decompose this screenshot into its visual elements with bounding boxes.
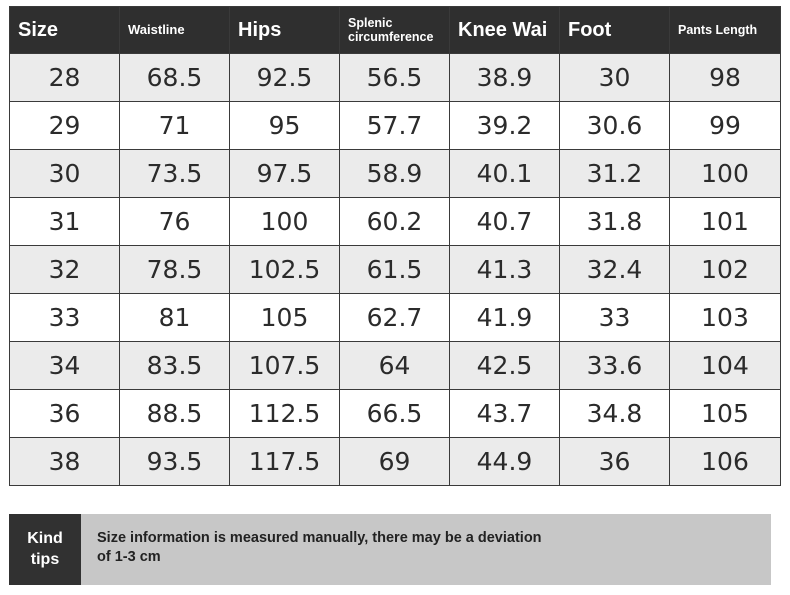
table-cell: 73.5 xyxy=(119,149,230,198)
table-cell: 105 xyxy=(669,389,781,438)
column-header-label: Hips xyxy=(238,18,282,41)
table-cell: 64 xyxy=(339,341,450,390)
size-chart-table: Size Waistline Hips Splenic circumference Kne… xyxy=(9,6,781,486)
column-header: Hips xyxy=(229,6,340,54)
table-cell: 102.5 xyxy=(229,245,340,294)
table-cell: 40.7 xyxy=(449,197,560,246)
table-cell: 39.2 xyxy=(449,101,560,150)
table-cell: 78.5 xyxy=(119,245,230,294)
table-row: 34 83.5 107.5 64 42.5 33.6 104 xyxy=(9,341,781,390)
table-cell: 38 xyxy=(9,437,120,486)
column-header-label: Foot xyxy=(568,18,612,41)
column-header: Foot xyxy=(559,6,670,54)
table-cell: 41.9 xyxy=(449,293,560,342)
table-cell: 62.7 xyxy=(339,293,450,342)
kind-tips-label: Kind tips xyxy=(9,514,81,585)
table-cell: 112.5 xyxy=(229,389,340,438)
table-cell: 28 xyxy=(9,53,120,102)
table-cell: 61.5 xyxy=(339,245,450,294)
table-cell: 31 xyxy=(9,197,120,246)
kind-tips-label-line: Kind xyxy=(27,529,63,547)
table-cell: 93.5 xyxy=(119,437,230,486)
column-header: Size xyxy=(9,6,120,54)
table-row: 28 68.5 92.5 56.5 38.9 30 98 xyxy=(9,53,781,102)
table-cell: 31.2 xyxy=(559,149,670,198)
table-cell: 92.5 xyxy=(229,53,340,102)
column-header-label: Pants Length xyxy=(678,22,758,37)
table-cell: 103 xyxy=(669,293,781,342)
table-cell: 56.5 xyxy=(339,53,450,102)
kind-tips-text-line: Size information is measured manually, t… xyxy=(97,530,542,546)
table-cell: 66.5 xyxy=(339,389,450,438)
table-row: 36 88.5 112.5 66.5 43.7 34.8 105 xyxy=(9,389,781,438)
table-row: 32 78.5 102.5 61.5 41.3 32.4 102 xyxy=(9,245,781,294)
table-cell: 32 xyxy=(9,245,120,294)
table-cell: 100 xyxy=(229,197,340,246)
column-header-label: Size xyxy=(18,18,59,41)
table-row: 30 73.5 97.5 58.9 40.1 31.2 100 xyxy=(9,149,781,198)
table-cell: 32.4 xyxy=(559,245,670,294)
table-cell: 31.8 xyxy=(559,197,670,246)
table-cell: 36 xyxy=(559,437,670,486)
table-cell: 88.5 xyxy=(119,389,230,438)
header-row: Size Waistline Hips Splenic circumference Kne… xyxy=(9,6,781,54)
column-header-label: Knee Wai xyxy=(458,18,548,41)
table-cell: 81 xyxy=(119,293,230,342)
table-cell: 98 xyxy=(669,53,781,102)
table-cell: 71 xyxy=(119,101,230,150)
table-cell: 69 xyxy=(339,437,450,486)
kind-tips-text-line: of 1-3 cm xyxy=(97,548,161,565)
table-cell: 83.5 xyxy=(119,341,230,390)
column-header-label: circumference xyxy=(348,30,434,44)
table-cell: 68.5 xyxy=(119,53,230,102)
kind-tips-banner: Kind tips Size information is measured m… xyxy=(9,514,771,585)
table-cell: 34.8 xyxy=(559,389,670,438)
table-cell: 105 xyxy=(229,293,340,342)
table-cell: 33.6 xyxy=(559,341,670,390)
table-cell: 95 xyxy=(229,101,340,150)
table-cell: 36 xyxy=(9,389,120,438)
table-row: 33 81 105 62.7 41.9 33 103 xyxy=(9,293,781,342)
table-cell: 33 xyxy=(559,293,670,342)
table-row: 31 76 100 60.2 40.7 31.8 101 xyxy=(9,197,781,246)
table-cell: 104 xyxy=(669,341,781,390)
column-header: Splenic circumference xyxy=(339,6,450,54)
table-cell: 57.7 xyxy=(339,101,450,150)
column-header: Pants Length xyxy=(669,6,781,54)
column-header: Knee Wai xyxy=(449,6,560,54)
table-cell: 100 xyxy=(669,149,781,198)
table-cell: 99 xyxy=(669,101,781,150)
table-row: 38 93.5 117.5 69 44.9 36 106 xyxy=(9,437,781,486)
table-cell: 40.1 xyxy=(449,149,560,198)
kind-tips-label-line: tips xyxy=(30,550,60,568)
table-cell: 43.7 xyxy=(449,389,560,438)
table-cell: 60.2 xyxy=(339,197,450,246)
table-body: 28 68.5 92.5 56.5 38.9 30 98 29 71 95 57.7 39.2 30.6… xyxy=(9,53,781,486)
column-header-label: Waistline xyxy=(128,21,185,37)
table-cell: 102 xyxy=(669,245,781,294)
table-cell: 106 xyxy=(669,437,781,486)
table-cell: 38.9 xyxy=(449,53,560,102)
table-cell: 41.3 xyxy=(449,245,560,294)
table-cell: 76 xyxy=(119,197,230,246)
table-cell: 30.6 xyxy=(559,101,670,150)
table-cell: 42.5 xyxy=(449,341,560,390)
table-cell: 30 xyxy=(9,149,120,198)
table-row: 29 71 95 57.7 39.2 30.6 99 xyxy=(9,101,781,150)
table-cell: 107.5 xyxy=(229,341,340,390)
table-cell: 101 xyxy=(669,197,781,246)
column-header: Waistline xyxy=(119,6,230,54)
table-cell: 97.5 xyxy=(229,149,340,198)
table-cell: 33 xyxy=(9,293,120,342)
kind-tips-text: Size information is measured manually, t… xyxy=(81,514,771,585)
table-cell: 30 xyxy=(559,53,670,102)
table-cell: 117.5 xyxy=(229,437,340,486)
table-cell: 44.9 xyxy=(449,437,560,486)
column-header-label: Splenic xyxy=(348,15,393,30)
table-cell: 58.9 xyxy=(339,149,450,198)
table-cell: 29 xyxy=(9,101,120,150)
table-cell: 34 xyxy=(9,341,120,390)
